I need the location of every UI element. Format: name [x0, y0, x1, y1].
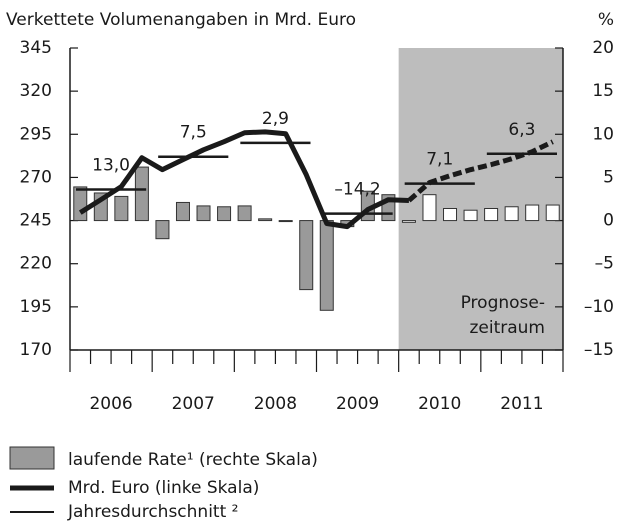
- y-tick-label: 245: [20, 211, 52, 231]
- bar: [319, 220, 334, 311]
- x-tick-label: 2010: [418, 394, 461, 414]
- y2-axis-label: %: [598, 10, 614, 30]
- y-tick-label: 270: [20, 167, 52, 187]
- y-tick-label: 345: [20, 38, 52, 58]
- bar: [504, 206, 519, 222]
- average-label: 2,9: [262, 109, 289, 129]
- bar: [484, 207, 499, 222]
- y2-tick-label: 5: [603, 167, 614, 187]
- forecast-label: zeitraum: [469, 318, 545, 338]
- y-tick-label: 320: [20, 81, 52, 101]
- y2-tick-label: –15: [584, 340, 614, 360]
- y-tick-label: 220: [20, 254, 52, 274]
- y2-tick-label: 20: [592, 38, 614, 58]
- bar: [134, 166, 149, 222]
- x-tick-label: 2011: [500, 394, 543, 414]
- y-axis-label: Verkettete Volumenangaben in Mrd. Euro: [6, 10, 356, 30]
- legend-label: laufende Rate¹ (rechte Skala): [68, 450, 318, 470]
- bar: [114, 195, 129, 222]
- average-label: 7,1: [426, 150, 453, 170]
- x-tick-label: 2008: [254, 394, 297, 414]
- bar: [422, 194, 437, 222]
- y2-tick-label: 10: [592, 124, 614, 144]
- bar: [155, 220, 170, 240]
- bar: [299, 220, 314, 291]
- average-label: 13,0: [92, 156, 130, 176]
- bar: [73, 186, 88, 222]
- average-label: –14,2: [334, 180, 380, 200]
- y-tick-label: 195: [20, 297, 52, 317]
- bar: [196, 205, 211, 222]
- bar: [217, 206, 232, 222]
- bar: [545, 204, 560, 222]
- legend-label: Mrd. Euro (linke Skala): [68, 478, 259, 498]
- x-tick-label: 2009: [336, 394, 379, 414]
- bar: [525, 204, 540, 222]
- y2-tick-label: –10: [584, 297, 614, 317]
- y-tick-label: 295: [20, 124, 52, 144]
- legend-swatch: [9, 446, 55, 470]
- x-tick-label: 2007: [172, 394, 215, 414]
- line: [78, 129, 410, 230]
- bar: [463, 209, 478, 222]
- bar: [443, 207, 458, 222]
- y2-tick-label: –5: [595, 254, 614, 274]
- bar: [258, 218, 273, 222]
- y2-tick-label: 0: [603, 211, 614, 231]
- average-label: 7,5: [180, 123, 207, 143]
- forecast-label: Prognose-: [461, 293, 545, 313]
- bar: [237, 205, 252, 222]
- y-tick-label: 170: [20, 340, 52, 360]
- y2-tick-label: 15: [592, 81, 614, 101]
- bar: [175, 201, 190, 222]
- bar: [278, 220, 293, 223]
- legend-label: Jahresdurchschnitt ²: [67, 502, 238, 522]
- bar: [401, 220, 416, 223]
- x-tick-label: 2006: [89, 394, 132, 414]
- average-label: 6,3: [508, 120, 535, 140]
